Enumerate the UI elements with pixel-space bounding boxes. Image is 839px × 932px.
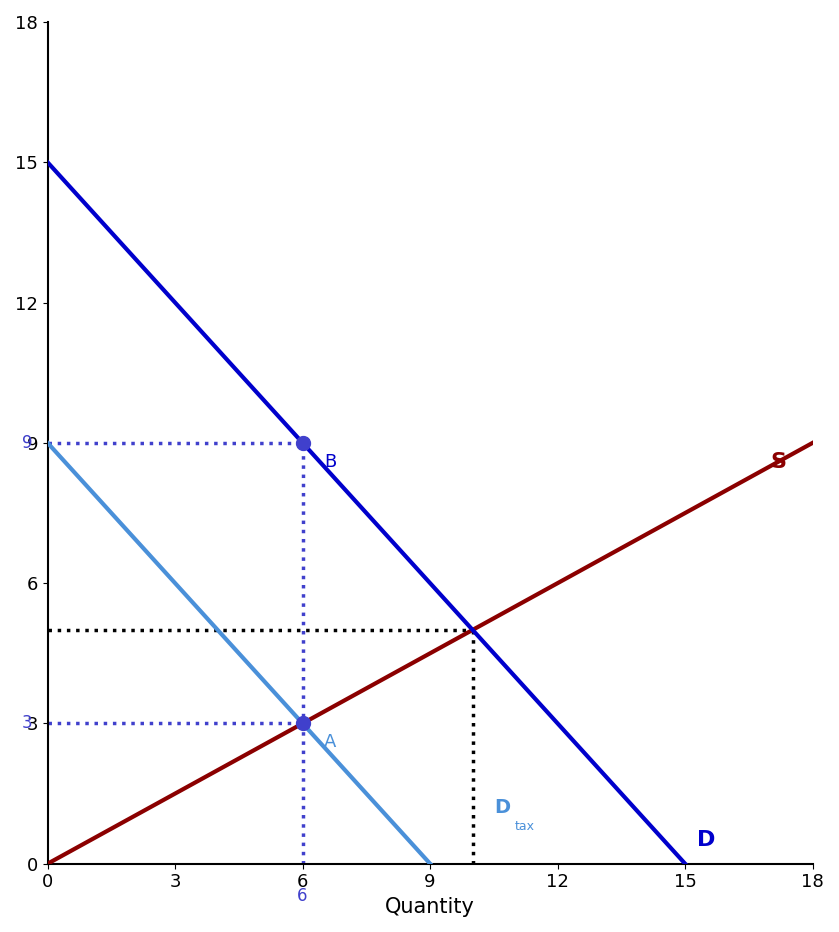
Text: S: S [771,452,787,472]
Text: 9: 9 [22,434,33,452]
Text: D: D [697,830,716,850]
Text: 6: 6 [297,887,308,905]
Text: 3: 3 [22,715,33,733]
X-axis label: Quantity: Quantity [385,897,475,917]
Text: B: B [324,453,336,471]
Text: tax: tax [515,820,535,833]
Text: A: A [324,733,336,751]
Text: D: D [494,798,510,817]
